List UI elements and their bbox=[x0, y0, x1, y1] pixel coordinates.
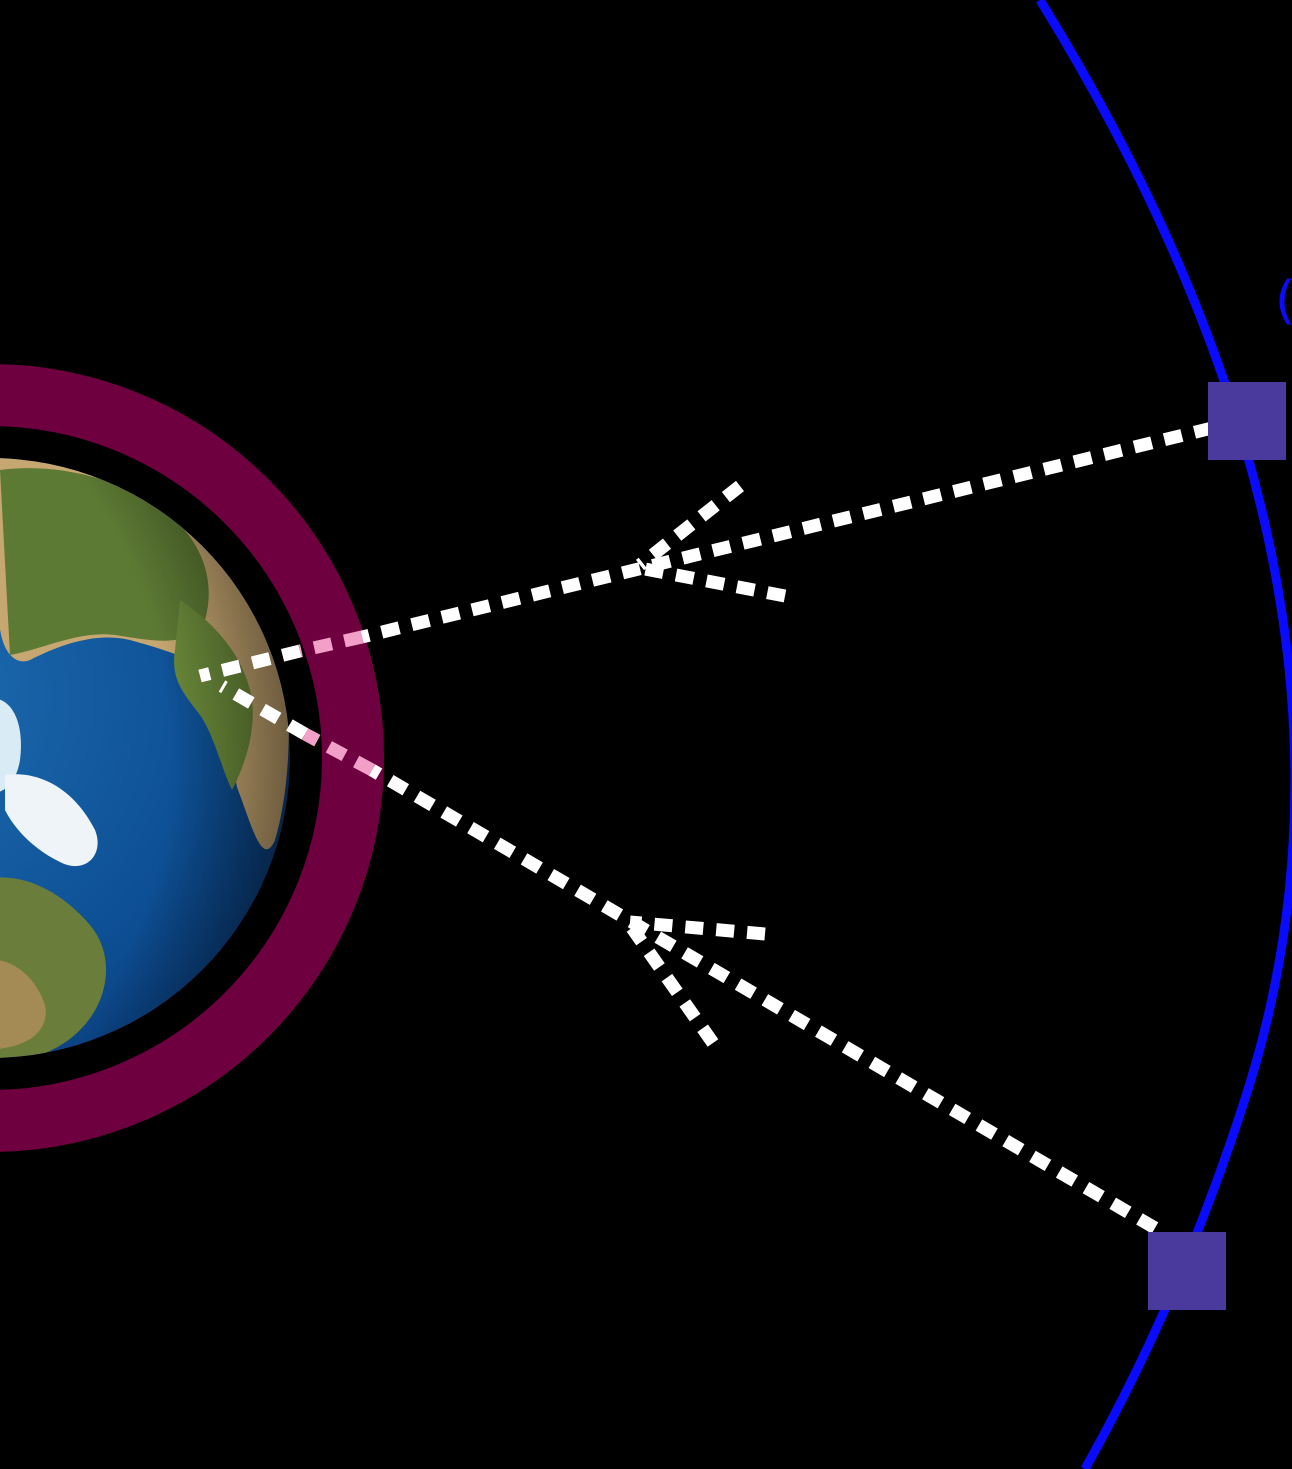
orbit-label: ( bbox=[1275, 271, 1292, 331]
arrow-upper-bottom bbox=[638, 561, 787, 603]
satellite-orbit bbox=[1036, 0, 1292, 1469]
signal-paths bbox=[198, 421, 1214, 1234]
satellite-upper bbox=[1208, 382, 1286, 460]
signal-upper-atmosphere bbox=[298, 630, 364, 658]
earth-globe-icon bbox=[0, 458, 290, 1058]
arrow-lower-top bbox=[629, 915, 766, 941]
signal-lower-atmosphere bbox=[301, 728, 376, 776]
signal-arrowheads bbox=[626, 480, 787, 1047]
signal-upper-surface bbox=[198, 644, 302, 683]
atmosphere-ring bbox=[0, 364, 384, 1152]
signal-lower-surface bbox=[218, 680, 309, 740]
arrow-lower-bottom bbox=[626, 924, 719, 1047]
satellite-lower bbox=[1148, 1232, 1226, 1310]
signal-upper-main bbox=[360, 421, 1214, 644]
signal-lower-main bbox=[368, 764, 1159, 1234]
arrow-upper-top bbox=[635, 480, 745, 571]
